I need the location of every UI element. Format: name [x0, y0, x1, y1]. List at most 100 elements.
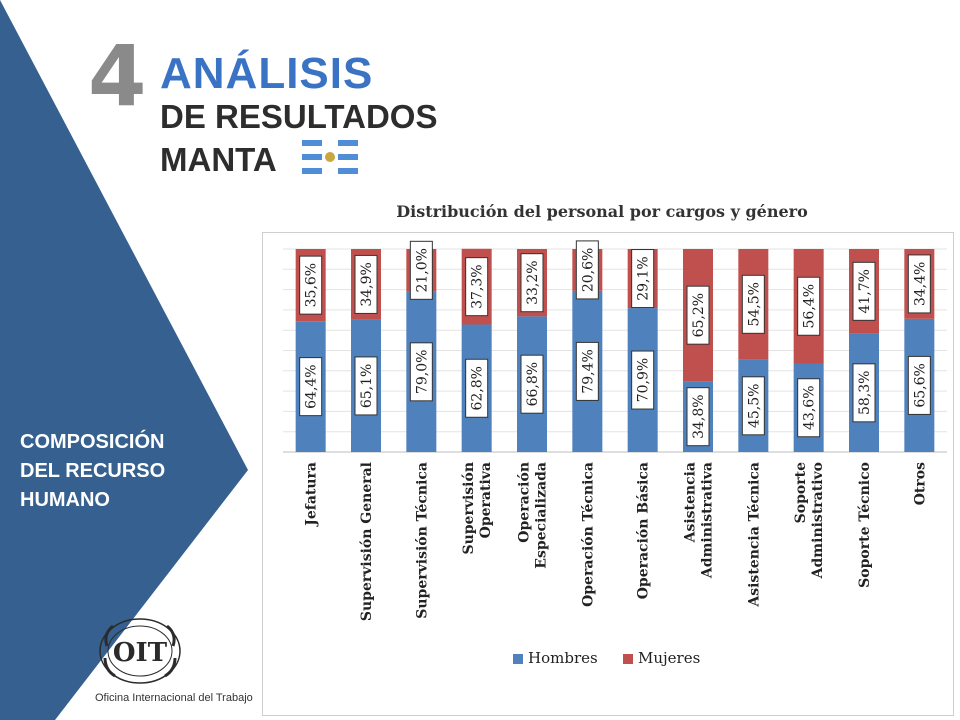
category-label-text: Asistencia [683, 462, 699, 543]
data-label-text: 45,5% [746, 384, 762, 428]
legend-swatch-mujeres [623, 654, 633, 664]
page-subtitle: DE RESULTADOS [160, 98, 438, 135]
category-label-text: Operación Básica [636, 462, 652, 599]
data-label-text: 65,6% [912, 363, 928, 407]
category-label-text: Operativa [478, 462, 494, 538]
data-label-text: 79,4% [580, 349, 596, 393]
legend-label-mujeres: Mujeres [638, 649, 700, 667]
data-label-box [797, 276, 821, 336]
data-label-box [686, 285, 710, 345]
data-label: 79,0% [409, 342, 433, 402]
category-label-text: Supervisión [461, 462, 477, 555]
data-label: 21,0% [409, 240, 433, 300]
data-label: 66,8% [520, 354, 544, 414]
legend-label-hombres: Hombres [528, 649, 598, 667]
data-label-box [409, 342, 433, 402]
category-label: Otros [912, 462, 928, 505]
data-label: 58,3% [852, 363, 876, 423]
data-label-box [520, 354, 544, 414]
category-label-text: Supervisión General [359, 462, 375, 621]
data-label-text: 20,6% [580, 248, 596, 292]
data-label-text: 70,9% [636, 358, 652, 402]
category-label-text: Administrativo [810, 462, 826, 579]
category-label: Supervisión Técnica [414, 462, 430, 619]
section-label-line: DEL RECURSO [20, 460, 166, 482]
data-label-box [907, 355, 931, 415]
section-label-line: COMPOSICIÓN [20, 431, 165, 453]
data-label-text: 56,4% [802, 284, 818, 328]
data-label: 33,2% [520, 253, 544, 313]
data-label-box [852, 363, 876, 423]
data-label-text: 34,9% [359, 262, 375, 306]
data-label: 54,5% [741, 274, 765, 334]
category-label-text: Administrativa [700, 462, 716, 579]
data-label-text: 66,8% [525, 362, 541, 406]
data-label-box [354, 254, 378, 314]
section-label: COMPOSICIÓN DEL RECURSO HUMANO [20, 428, 230, 515]
data-label-box [520, 253, 544, 313]
data-label: 29,1% [631, 249, 655, 309]
category-label: Operación Técnica [580, 462, 596, 607]
data-label: 34,9% [354, 254, 378, 314]
data-label-text: 35,6% [304, 263, 320, 307]
page-title: ANÁLISIS [160, 49, 374, 98]
category-label: Soporte Administrativo [793, 462, 826, 579]
data-label: 65,2% [686, 285, 710, 345]
data-label-text: 62,8% [470, 366, 486, 410]
data-label-text: 58,3% [857, 371, 873, 415]
data-label-box [852, 261, 876, 321]
category-label: Supervisión General [359, 462, 375, 621]
data-label-text: 65,2% [691, 293, 707, 337]
chart-container: 64,4% 35,6% Jefatura 65,1% 34,9% Supervisión … [262, 232, 954, 716]
category-label: Operación Especializada [517, 462, 550, 569]
data-label: 64,4% [299, 357, 323, 417]
data-label: 34,4% [907, 254, 931, 314]
data-label: 62,8% [465, 358, 489, 418]
data-label-box [631, 350, 655, 410]
category-label-text: Soporte Técnico [857, 462, 873, 588]
data-label-box [575, 240, 599, 300]
data-label: 56,4% [797, 276, 821, 336]
category-label-text: Otros [912, 462, 928, 505]
category-label: Supervisión Operativa [461, 462, 494, 555]
data-label: 35,6% [299, 255, 323, 315]
data-label-box [741, 274, 765, 334]
data-label-text: 34,8% [691, 394, 707, 438]
data-label-text: 41,7% [857, 269, 873, 313]
data-label-text: 29,1% [636, 256, 652, 300]
data-label-text: 54,5% [746, 282, 762, 326]
data-label: 20,6% [575, 240, 599, 300]
data-label: 43,6% [797, 378, 821, 438]
data-label: 34,8% [686, 387, 710, 447]
category-label-text: Jefatura [304, 462, 320, 528]
data-label-box [907, 254, 931, 314]
stacked-bar-chart: 64,4% 35,6% Jefatura 65,1% 34,9% Supervisión … [283, 240, 947, 667]
category-label: Asistencia Administrativa [683, 462, 716, 579]
data-label: 70,9% [631, 350, 655, 410]
category-label: Operación Básica [636, 462, 652, 599]
data-label-box [575, 341, 599, 401]
data-label-box [299, 357, 323, 417]
location-label: MANTA [160, 141, 277, 178]
data-label: 41,7% [852, 261, 876, 321]
data-label-text: 43,6% [802, 386, 818, 430]
legend-swatch-hombres [513, 654, 523, 664]
section-number: 4 [88, 27, 147, 125]
data-label: 65,1% [354, 356, 378, 416]
data-label-box [741, 376, 765, 436]
data-label: 37,3% [465, 257, 489, 317]
data-label-box [354, 356, 378, 416]
category-label: Asistencia Técnica [746, 462, 762, 608]
data-label-box [686, 387, 710, 447]
data-label-box [465, 358, 489, 418]
data-label-text: 21,0% [414, 248, 430, 292]
category-label: Jefatura [304, 462, 320, 528]
category-label: Soporte Técnico [857, 462, 873, 588]
data-label-box [299, 255, 323, 315]
data-label-box [631, 249, 655, 309]
data-label-text: 37,3% [470, 264, 486, 308]
category-label-text: Soporte [793, 462, 809, 523]
section-label-line: HUMANO [20, 489, 110, 511]
data-label: 65,6% [907, 355, 931, 415]
data-label-box [465, 257, 489, 317]
